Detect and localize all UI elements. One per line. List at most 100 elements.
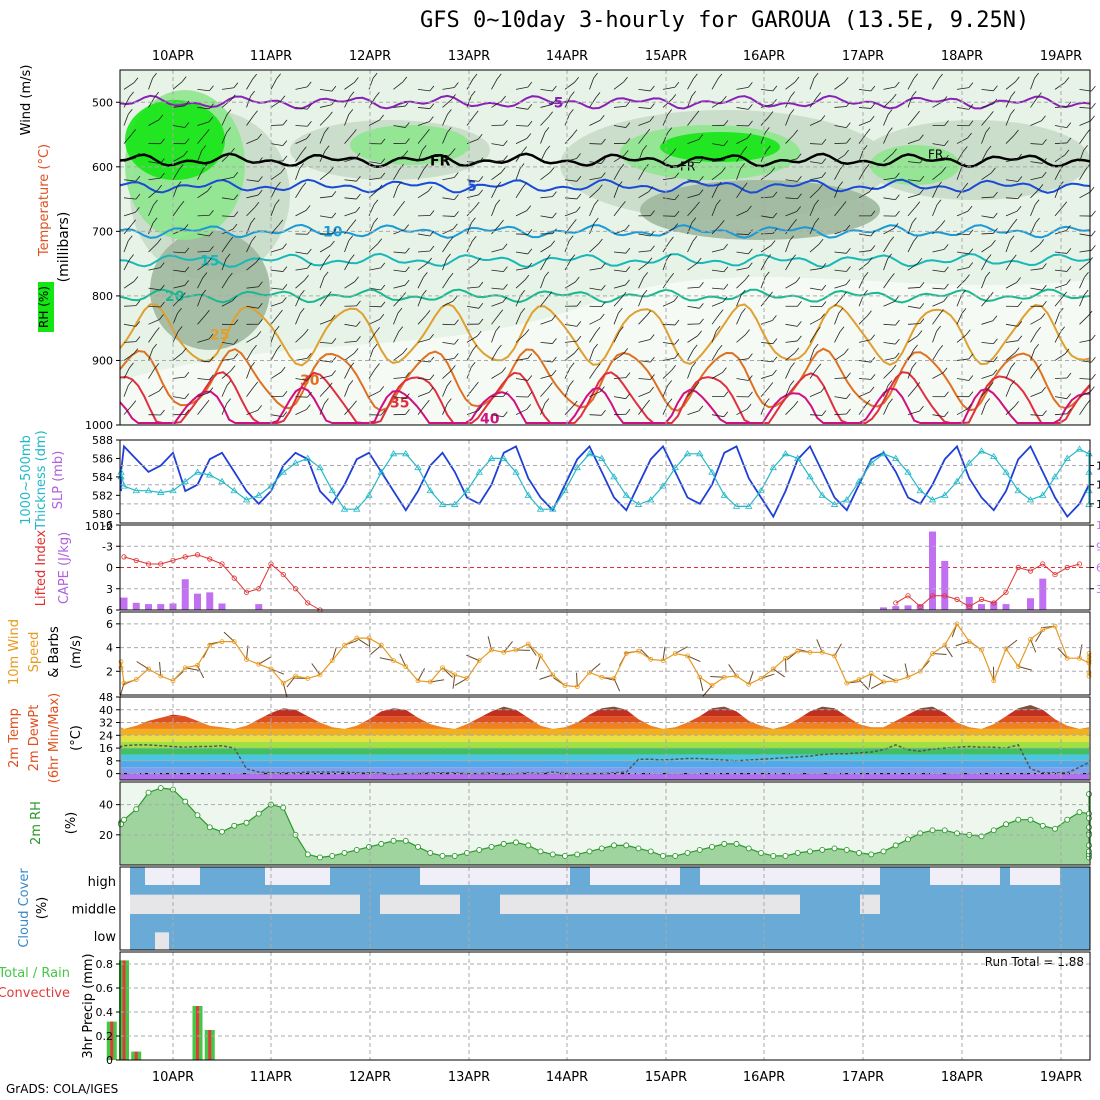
wind-barb — [515, 168, 521, 180]
wind-barb-flag — [380, 284, 386, 291]
wind-barb — [613, 169, 621, 180]
y-tick-label: 0.4 — [96, 1006, 114, 1019]
wind-barb — [540, 116, 549, 126]
cloud-axis-label: (%) — [35, 897, 50, 920]
wind-barb-flag — [766, 145, 771, 152]
wind-barb — [662, 132, 669, 144]
wind-barb-flag — [503, 284, 508, 290]
y-tick-label: -3 — [102, 540, 113, 553]
wind-barb — [295, 295, 301, 307]
wind-barb — [123, 157, 136, 163]
wind-barb-flag — [348, 235, 354, 242]
thickness-point — [855, 477, 863, 484]
rh-point — [525, 842, 532, 849]
wind-barb — [785, 259, 792, 271]
wind-barb-flag — [478, 176, 484, 182]
thickness-point — [512, 468, 520, 475]
wind-barb-flag — [380, 172, 386, 179]
wind-barb — [344, 114, 350, 126]
wind-barb-flag — [667, 398, 673, 404]
wind-barb-flag — [870, 334, 876, 340]
wind-barb — [221, 370, 232, 379]
wind-barb — [613, 229, 626, 235]
wind-barb-flag — [723, 140, 729, 146]
wind-barb-flag — [422, 289, 427, 296]
wind-barb-flag — [307, 248, 312, 255]
wind-barb-flag — [527, 391, 533, 398]
wind-barb — [491, 414, 504, 418]
thickness-point — [843, 496, 851, 503]
wind-barb-flag — [331, 370, 336, 376]
wind-barb-flag — [645, 128, 651, 135]
wind-barb-flag — [230, 365, 236, 371]
wind-barb-flag — [423, 272, 428, 278]
wind-barb — [809, 222, 816, 235]
wind-barb-flag — [693, 73, 698, 80]
wind-barb — [270, 269, 283, 272]
wind-barb — [981, 116, 990, 126]
wind-barb-flag — [1017, 193, 1023, 199]
wind-barb — [809, 318, 821, 325]
wind-barb — [711, 269, 724, 273]
wind-barb-flag — [669, 272, 675, 279]
wind-barb — [148, 161, 161, 165]
wind-barb-flag — [454, 194, 459, 200]
wind-barb-flag — [740, 163, 745, 169]
date-label-top: 15APR — [645, 49, 687, 64]
wind-barb-flag — [846, 408, 851, 415]
wind-barb — [711, 314, 720, 325]
wind-barb — [736, 107, 749, 110]
wind-barb — [246, 240, 252, 253]
wind-barb-flag — [650, 356, 655, 363]
wind-barb — [246, 78, 254, 90]
wind-barb-flag — [307, 120, 312, 127]
wind-barb — [270, 204, 276, 217]
wind-barb-flag — [772, 85, 778, 92]
wind-barb — [834, 125, 847, 128]
wind-barb-flag — [601, 138, 606, 145]
wind-barb-flag — [159, 314, 164, 320]
wind-barb-flag — [278, 219, 284, 226]
wind-barb-flag — [891, 364, 897, 371]
wind-barb-flag — [348, 109, 354, 115]
wind-barb — [1030, 176, 1043, 181]
wind-barb-flag — [474, 381, 479, 388]
wind-barb-flag — [674, 319, 680, 326]
wind-barb-flag — [154, 363, 160, 369]
wind-barb — [295, 209, 307, 217]
wind-barb-flag — [895, 338, 900, 345]
wind-barb — [564, 367, 571, 379]
wind-barb-flag — [943, 296, 948, 302]
wind-barb — [1054, 168, 1061, 180]
wind-barb-flag — [282, 155, 288, 162]
wind-barb — [368, 119, 380, 126]
wind-barb-flag — [650, 374, 655, 380]
wind-barb-flag — [936, 325, 941, 332]
wind-barb-flag — [796, 206, 801, 212]
wind-barb — [417, 404, 426, 415]
wind-barb — [760, 172, 771, 181]
wind-barb-flag — [201, 145, 207, 151]
wind-barb-flag — [131, 129, 136, 135]
wind-barb-flag — [232, 223, 238, 230]
thickness-point — [781, 450, 790, 457]
wind-barb-flag — [748, 353, 753, 359]
wind-barb-flag — [792, 219, 797, 225]
wind-barb — [564, 179, 577, 182]
wind-barb-flag — [968, 82, 974, 88]
wind-barb — [883, 197, 896, 201]
wind-barb-flag — [1064, 149, 1070, 156]
y-tick-label: 600 — [92, 161, 113, 174]
cape-bar — [157, 604, 165, 610]
wind-barb-flag — [1066, 122, 1072, 128]
wind-barb — [295, 279, 305, 289]
thickness-point — [1051, 473, 1059, 480]
wind-barb-flag — [1037, 363, 1042, 370]
wind-barb-flag — [497, 344, 502, 351]
wind-barb-flag — [797, 335, 802, 342]
wind-barb-flag — [1038, 184, 1044, 190]
rh-point — [451, 852, 458, 859]
wind-barb-flag — [793, 129, 799, 136]
wind-barb — [515, 125, 529, 127]
wind-barb — [270, 124, 284, 126]
